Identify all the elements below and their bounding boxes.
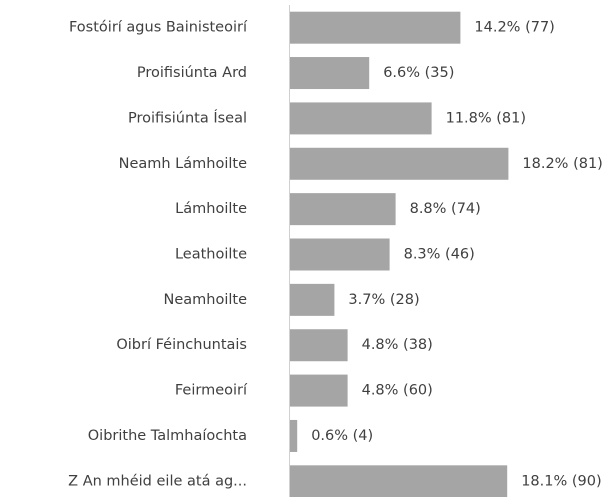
y-tick-label: Neamhoilte	[163, 292, 247, 308]
bar	[290, 329, 348, 362]
data-label: 4.8% (38)	[362, 337, 433, 353]
bar	[290, 465, 508, 497]
bar	[290, 374, 348, 407]
data-label: 6.6% (35)	[383, 65, 454, 81]
bar	[290, 147, 509, 180]
y-tick-label: Feirmeoirí	[175, 383, 248, 399]
y-tick-label: Z An mhéid eile atá ag...	[68, 473, 247, 489]
data-label: 11.8% (81)	[446, 110, 526, 126]
y-tick-label: Neamh Lámhoilte	[119, 156, 247, 172]
y-tick-label: Oibrí Féinchuntais	[116, 337, 247, 353]
y-tick-label: Lámhoilte	[175, 201, 247, 217]
bar	[290, 102, 432, 135]
data-label: 14.2% (77)	[474, 20, 554, 36]
data-label: 18.1% (90)	[521, 473, 601, 489]
data-label: 8.3% (46)	[404, 247, 475, 263]
bar	[290, 193, 396, 226]
data-label: 4.8% (60)	[362, 383, 433, 399]
y-tick-label: Oibrithe Talmhaíochta	[88, 428, 247, 444]
y-tick-label: Leathoilte	[175, 247, 247, 263]
data-label: 3.7% (28)	[348, 292, 419, 308]
bar	[290, 11, 461, 44]
y-tick-label: Proifisiúnta Íseal	[128, 109, 247, 126]
y-tick-label: Fostóirí agus Bainisteoirí	[69, 20, 248, 36]
y-tick-label: Proifisiúnta Ard	[137, 65, 247, 81]
data-label: 8.8% (74)	[410, 201, 481, 217]
data-label: 0.6% (4)	[311, 428, 373, 444]
bar	[290, 238, 390, 271]
bar	[290, 419, 298, 452]
bar	[290, 57, 370, 90]
bar	[290, 283, 335, 316]
data-label: 18.2% (81)	[522, 156, 602, 172]
